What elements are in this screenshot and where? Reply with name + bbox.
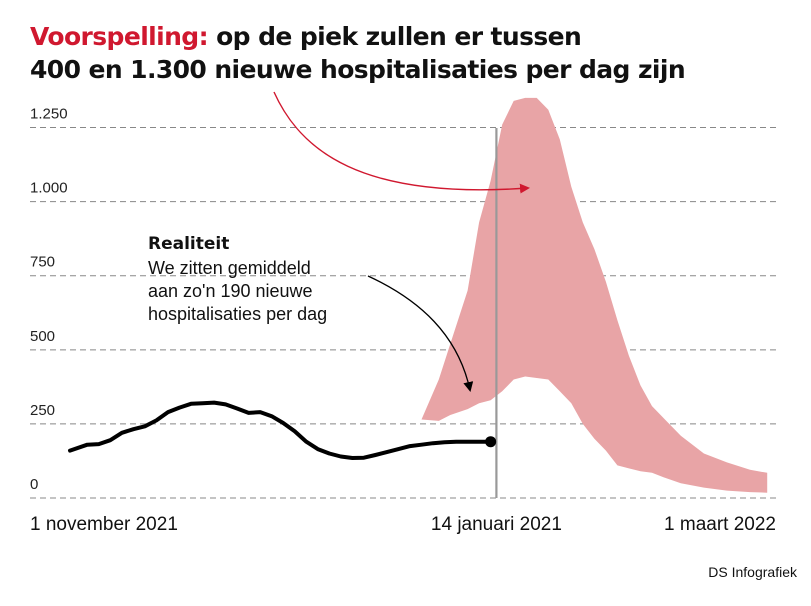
forecast-arrow [273,91,530,194]
gridlines [30,127,780,499]
reality-arrow [367,275,474,392]
y-tick-label: 750 [30,254,55,271]
annotation-line-3: hospitalisaties per dag [148,304,327,324]
y-tick-label: 500 [30,328,55,345]
y-tick-label: 1.250 [30,106,68,123]
annotation-heading: Realiteit [148,234,229,254]
title-line1: op de piek zullen er tussen [216,22,582,51]
y-tick-labels: 0 250 500 750 1.000 1.250 [30,106,68,493]
actual-endpoint [485,436,497,448]
x-tick-label: 1 november 2021 [30,514,178,535]
y-tick-label: 0 [30,476,38,493]
annotation-line-1: We zitten gemiddeld [148,258,311,278]
actual-line [68,400,493,460]
x-tick-label: 1 maart 2022 [664,514,776,535]
x-tick-label: 14 januari 2021 [431,514,562,535]
forecast-band [352,97,768,493]
annotation-line-2: aan zo'n 190 nieuwe [148,281,313,301]
forecast-band-layer [352,97,768,493]
chart-title: Voorspelling: op de piek zullen er tusse… [30,20,790,86]
y-tick-label: 250 [30,402,55,419]
credit: DS Infografiek [708,564,797,580]
title-highlight: Voorspelling: [30,22,209,51]
title-line2: 400 en 1.300 nieuwe hospitalisaties per … [30,55,686,84]
actual-line-layer [68,400,497,460]
x-tick-labels: 1 november 2021 14 januari 2021 1 maart 20… [30,514,776,535]
y-tick-label: 1.000 [30,180,68,197]
